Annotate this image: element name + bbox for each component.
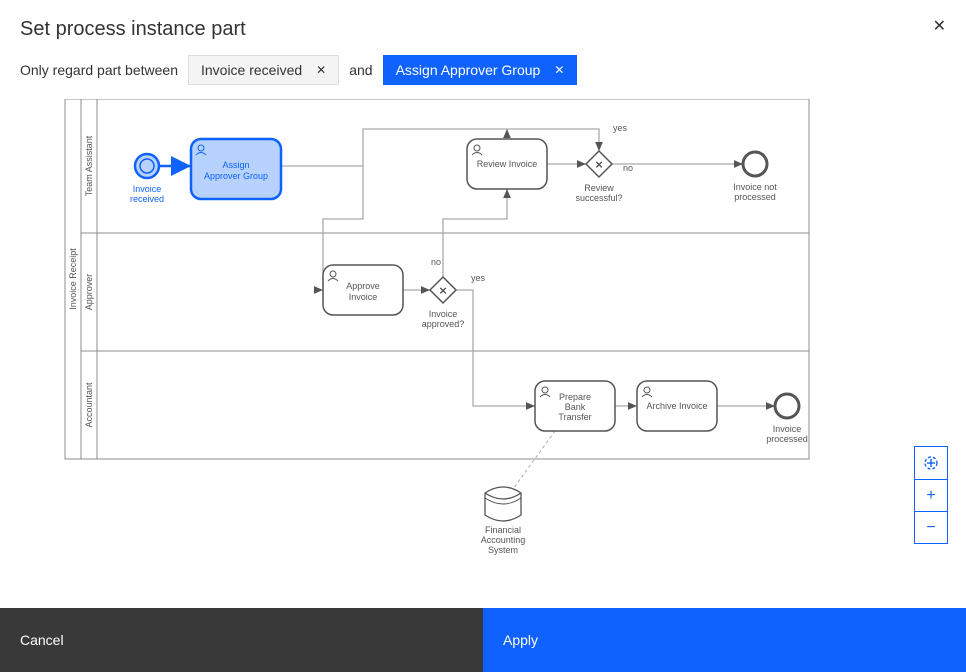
svg-text:Approver: Approver bbox=[84, 274, 94, 311]
svg-text:Invoice: Invoice bbox=[133, 184, 162, 194]
svg-text:Accountant: Accountant bbox=[84, 382, 94, 428]
svg-text:Prepare: Prepare bbox=[559, 392, 591, 402]
svg-text:Approve: Approve bbox=[346, 281, 380, 291]
svg-text:Bank: Bank bbox=[565, 402, 586, 412]
svg-text:Invoice Receipt: Invoice Receipt bbox=[68, 248, 78, 310]
svg-text:processed: processed bbox=[734, 192, 776, 202]
chip-start[interactable]: Invoice received ✕ bbox=[188, 55, 339, 85]
svg-text:Transfer: Transfer bbox=[558, 412, 591, 422]
svg-text:no: no bbox=[623, 163, 633, 173]
svg-text:×: × bbox=[439, 283, 447, 298]
svg-text:processed: processed bbox=[766, 434, 808, 444]
svg-text:System: System bbox=[488, 545, 518, 555]
svg-text:successful?: successful? bbox=[575, 193, 622, 203]
filter-mid-label: and bbox=[349, 62, 372, 78]
svg-text:no: no bbox=[431, 257, 441, 267]
dialog-title: Set process instance part bbox=[20, 18, 946, 41]
svg-text:Invoice not: Invoice not bbox=[733, 182, 777, 192]
chip-end-label: Assign Approver Group bbox=[396, 62, 541, 78]
svg-text:Financial: Financial bbox=[485, 525, 521, 535]
svg-text:Review Invoice: Review Invoice bbox=[477, 159, 538, 169]
svg-text:Invoice: Invoice bbox=[773, 424, 802, 434]
filter-row: Only regard part between Invoice receive… bbox=[0, 51, 966, 99]
zoom-in-button[interactable]: + bbox=[915, 479, 947, 511]
svg-text:Approver Group: Approver Group bbox=[204, 171, 268, 181]
svg-text:×: × bbox=[595, 157, 603, 172]
cancel-button[interactable]: Cancel bbox=[0, 608, 483, 672]
diagram-canvas[interactable]: Invoice Receipt Team Assistant Approver Acc… bbox=[55, 99, 911, 559]
svg-text:Assign: Assign bbox=[222, 160, 249, 170]
filter-prefix-label: Only regard part between bbox=[20, 62, 178, 78]
svg-text:Invoice: Invoice bbox=[429, 309, 458, 319]
bpmn-diagram: Invoice Receipt Team Assistant Approver Acc… bbox=[55, 99, 815, 559]
chip-end[interactable]: Assign Approver Group ✕ bbox=[383, 55, 578, 85]
svg-text:yes: yes bbox=[613, 123, 628, 133]
chip-start-remove-icon[interactable]: ✕ bbox=[316, 63, 326, 77]
chip-start-label: Invoice received bbox=[201, 62, 302, 78]
apply-button[interactable]: Apply bbox=[483, 608, 966, 672]
chip-end-remove-icon[interactable]: ✕ bbox=[554, 63, 564, 77]
svg-text:yes: yes bbox=[471, 273, 486, 283]
svg-text:Review: Review bbox=[584, 183, 614, 193]
svg-text:Team Assistant: Team Assistant bbox=[84, 135, 94, 196]
svg-text:Accounting: Accounting bbox=[481, 535, 526, 545]
close-icon[interactable]: ✕ bbox=[933, 16, 946, 36]
zoom-out-button[interactable]: − bbox=[915, 511, 947, 543]
svg-text:Invoice: Invoice bbox=[349, 292, 378, 302]
svg-text:received: received bbox=[130, 194, 164, 204]
zoom-reset-button[interactable] bbox=[915, 447, 947, 479]
zoom-controls: + − bbox=[914, 446, 948, 544]
svg-text:approved?: approved? bbox=[422, 319, 465, 329]
svg-text:Archive Invoice: Archive Invoice bbox=[646, 401, 707, 411]
